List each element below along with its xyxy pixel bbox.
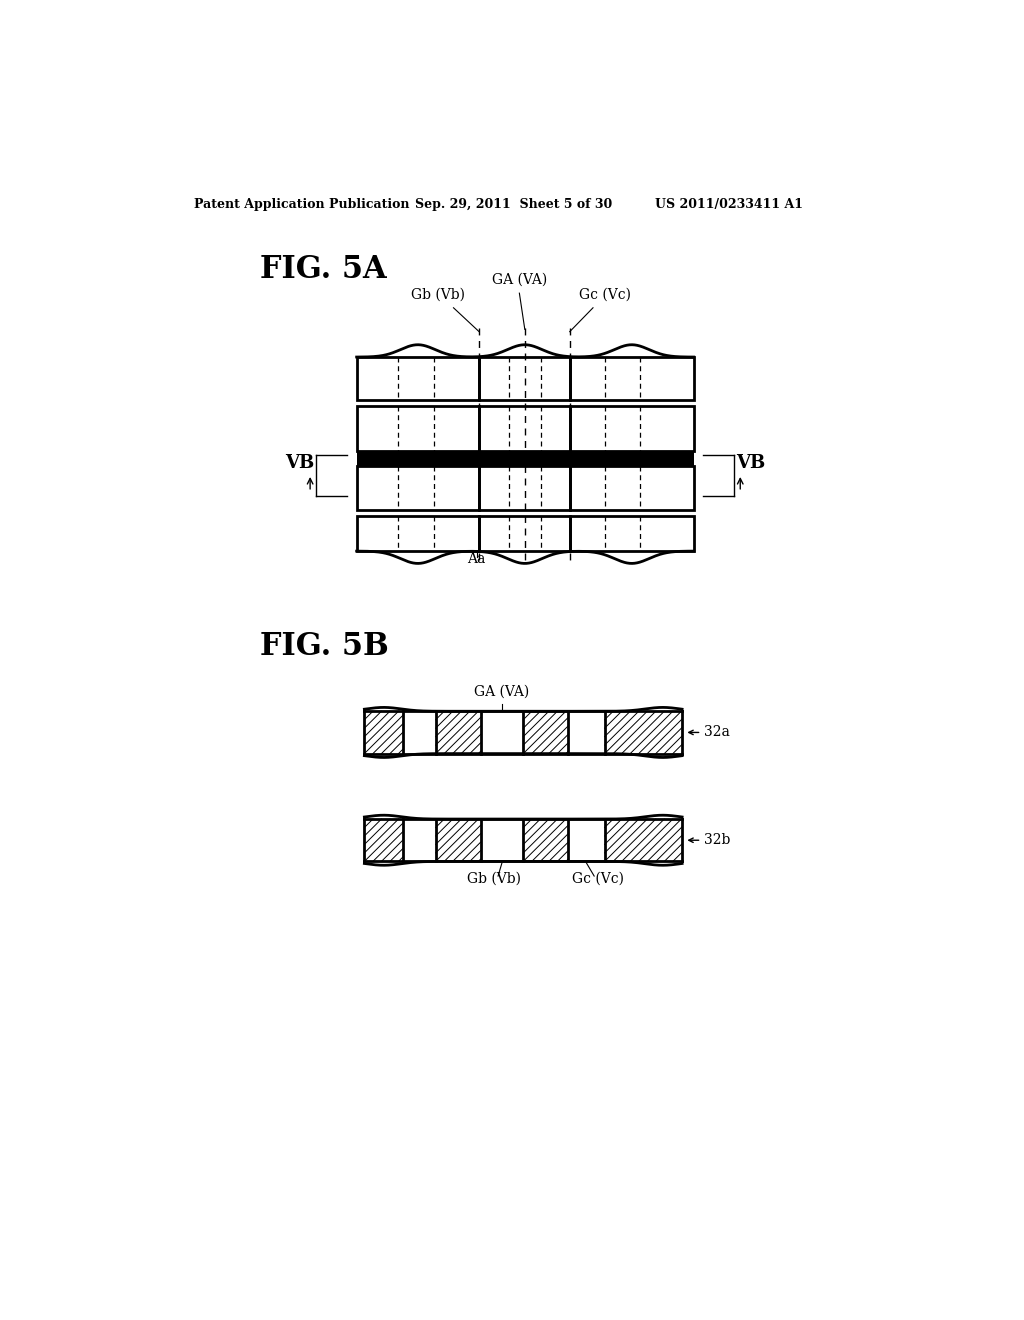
Bar: [356, 466, 479, 510]
Text: 32a: 32a: [703, 726, 730, 739]
Bar: [569, 358, 693, 400]
Bar: [356, 358, 479, 400]
Text: FIG. 5B: FIG. 5B: [260, 631, 388, 663]
Bar: [569, 466, 693, 510]
Text: GA (VA): GA (VA): [492, 273, 547, 286]
Text: 32b: 32b: [703, 833, 730, 847]
Text: VB: VB: [736, 454, 766, 471]
Bar: [356, 451, 693, 466]
Text: Gc (Vc): Gc (Vc): [580, 288, 632, 301]
Text: US 2011/0233411 A1: US 2011/0233411 A1: [655, 198, 803, 211]
Text: Aa: Aa: [468, 552, 486, 566]
Text: GA (VA): GA (VA): [474, 685, 529, 698]
Text: Gb (Vb): Gb (Vb): [411, 288, 465, 301]
Bar: [479, 358, 569, 400]
Text: Sep. 29, 2011  Sheet 5 of 30: Sep. 29, 2011 Sheet 5 of 30: [415, 198, 612, 211]
Bar: [479, 466, 569, 510]
Bar: [569, 407, 693, 451]
Bar: [356, 516, 479, 552]
Text: FIG. 5A: FIG. 5A: [260, 253, 386, 285]
Text: Gb (Vb): Gb (Vb): [467, 871, 521, 886]
Bar: [356, 407, 479, 451]
Text: Patent Application Publication: Patent Application Publication: [194, 198, 410, 211]
Text: VB: VB: [285, 454, 314, 471]
Bar: [569, 516, 693, 552]
Bar: [479, 407, 569, 451]
Text: Gc (Vc): Gc (Vc): [572, 871, 624, 886]
Bar: [479, 516, 569, 552]
